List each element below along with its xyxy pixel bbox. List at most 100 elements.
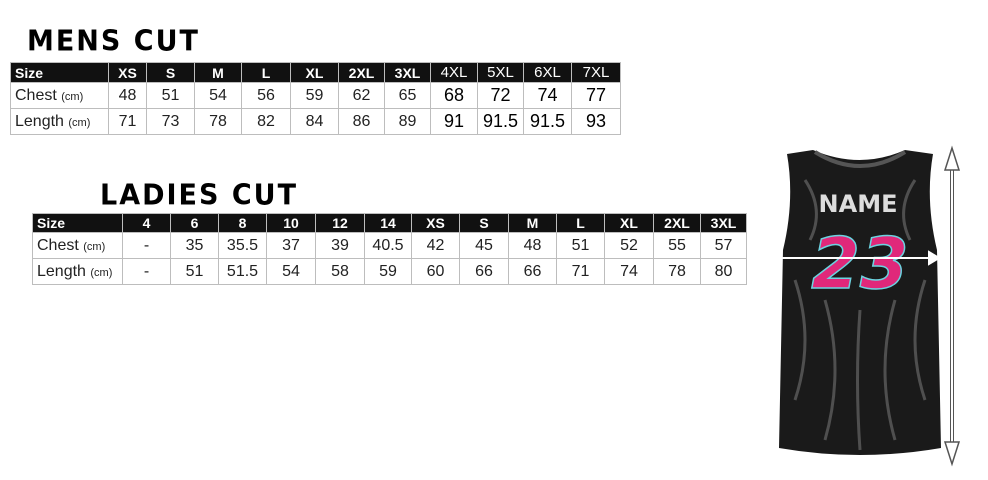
- table-cell: 54: [194, 82, 242, 109]
- ladies-cut-title: LADIES CUT: [100, 179, 299, 212]
- chest-row: Chest (cm) 48 51 54 56 59 62 65 68 72 74 77: [10, 82, 621, 109]
- size-header: M: [194, 62, 242, 83]
- table-cell: 59: [364, 258, 412, 285]
- table-cell: 48: [108, 82, 147, 109]
- table-cell: 77: [571, 82, 621, 109]
- table-cell: 35: [170, 232, 219, 259]
- size-header: 7XL: [571, 62, 621, 83]
- table-cell: 35.5: [218, 232, 267, 259]
- table-cell: -: [122, 258, 171, 285]
- table-cell: 71: [108, 108, 147, 135]
- size-header: 12: [315, 213, 365, 233]
- table-cell: 51: [146, 82, 195, 109]
- table-cell: 91.5: [523, 108, 572, 135]
- row-label: Length (cm): [10, 108, 109, 135]
- measure-name: Chest: [15, 86, 57, 104]
- size-header: 5XL: [477, 62, 524, 83]
- jersey-image: NAME 23: [765, 145, 961, 467]
- table-cell: 74: [523, 82, 572, 109]
- header-row: Size XS S M L XL 2XL 3XL 4XL 5XL 6XL 7XL: [10, 62, 621, 83]
- size-header: 2XL: [653, 213, 701, 233]
- table-cell: 51: [556, 232, 605, 259]
- size-header: XS: [411, 213, 460, 233]
- table-cell: 57: [700, 232, 747, 259]
- table-cell: 55: [653, 232, 701, 259]
- size-header: XS: [108, 62, 147, 83]
- unit: (cm): [68, 116, 91, 129]
- size-header: 2XL: [338, 62, 385, 83]
- table-cell: 48: [508, 232, 557, 259]
- table-cell: 66: [508, 258, 557, 285]
- ladies-size-table: Size 4 6 8 10 12 14 XS S M L XL 2XL 3XL Chest (cm) -35…: [32, 213, 747, 285]
- table-cell: 89: [384, 108, 431, 135]
- mens-cut-title: MENS CUT: [27, 25, 200, 58]
- size-header: 6: [170, 213, 219, 233]
- measure-name: Length: [15, 112, 64, 130]
- table-cell: 42: [411, 232, 460, 259]
- unit: (cm): [61, 90, 84, 103]
- table-cell: 59: [290, 82, 339, 109]
- size-header: 6XL: [523, 62, 572, 83]
- table-cell: 91: [430, 108, 478, 135]
- table-cell: 74: [604, 258, 654, 285]
- table-cell: 45: [459, 232, 509, 259]
- table-cell: 56: [241, 82, 291, 109]
- row-label: Chest (cm): [32, 232, 123, 259]
- length-arrow-icon: [943, 145, 961, 467]
- jersey-number: 23: [811, 223, 908, 305]
- table-cell: 65: [384, 82, 431, 109]
- size-header: L: [556, 213, 605, 233]
- size-header: S: [459, 213, 509, 233]
- table-cell: 66: [459, 258, 509, 285]
- table-cell: 80: [700, 258, 747, 285]
- table-cell: 58: [315, 258, 365, 285]
- header-row: Size 4 6 8 10 12 14 XS S M L XL 2XL 3XL: [32, 213, 747, 233]
- unit: (cm): [90, 266, 113, 279]
- size-header: 14: [364, 213, 412, 233]
- size-header: 10: [266, 213, 316, 233]
- jersey-body: [779, 150, 941, 455]
- table-cell: 39: [315, 232, 365, 259]
- length-row: Length (cm) 71 73 78 82 84 86 89 91 91.5 91.5 93: [10, 108, 621, 135]
- table-cell: 72: [477, 82, 524, 109]
- table-cell: 54: [266, 258, 316, 285]
- size-header: M: [508, 213, 557, 233]
- chest-width-arrow-icon: [765, 250, 941, 266]
- table-cell: 51: [170, 258, 219, 285]
- size-header: 4XL: [430, 62, 478, 83]
- table-cell: 60: [411, 258, 460, 285]
- table-cell: 78: [653, 258, 701, 285]
- length-row: Length (cm) -51 51.5 54 58 59 60 66 66 71 74 78 80: [32, 258, 747, 285]
- table-cell: 37: [266, 232, 316, 259]
- size-header: L: [241, 62, 291, 83]
- row-label: Length (cm): [32, 258, 123, 285]
- unit: (cm): [83, 240, 106, 253]
- table-cell: 40.5: [364, 232, 412, 259]
- table-cell: 91.5: [477, 108, 524, 135]
- size-header: 3XL: [700, 213, 747, 233]
- table-cell: 93: [571, 108, 621, 135]
- table-cell: 51.5: [218, 258, 267, 285]
- measure-name: Chest: [37, 236, 79, 254]
- table-cell: 62: [338, 82, 385, 109]
- size-label: Size: [10, 62, 109, 83]
- measure-name: Length: [37, 262, 86, 280]
- table-cell: -: [122, 232, 171, 259]
- table-cell: 71: [556, 258, 605, 285]
- size-label: Size: [32, 213, 123, 233]
- size-header: S: [146, 62, 195, 83]
- size-header: XL: [290, 62, 339, 83]
- mens-size-table: Size XS S M L XL 2XL 3XL 4XL 5XL 6XL 7XL Chest (cm)…: [10, 62, 621, 135]
- table-cell: 68: [430, 82, 478, 109]
- size-header: 4: [122, 213, 171, 233]
- table-cell: 52: [604, 232, 654, 259]
- table-cell: 78: [194, 108, 242, 135]
- table-cell: 84: [290, 108, 339, 135]
- size-header: 3XL: [384, 62, 431, 83]
- table-cell: 73: [146, 108, 195, 135]
- chest-row: Chest (cm) -35 35.5 37 39 40.5 42 45 48 51 52 55 57: [32, 232, 747, 259]
- row-label: Chest (cm): [10, 82, 109, 109]
- table-cell: 82: [241, 108, 291, 135]
- jersey-name: NAME: [819, 190, 898, 218]
- size-header: 8: [218, 213, 267, 233]
